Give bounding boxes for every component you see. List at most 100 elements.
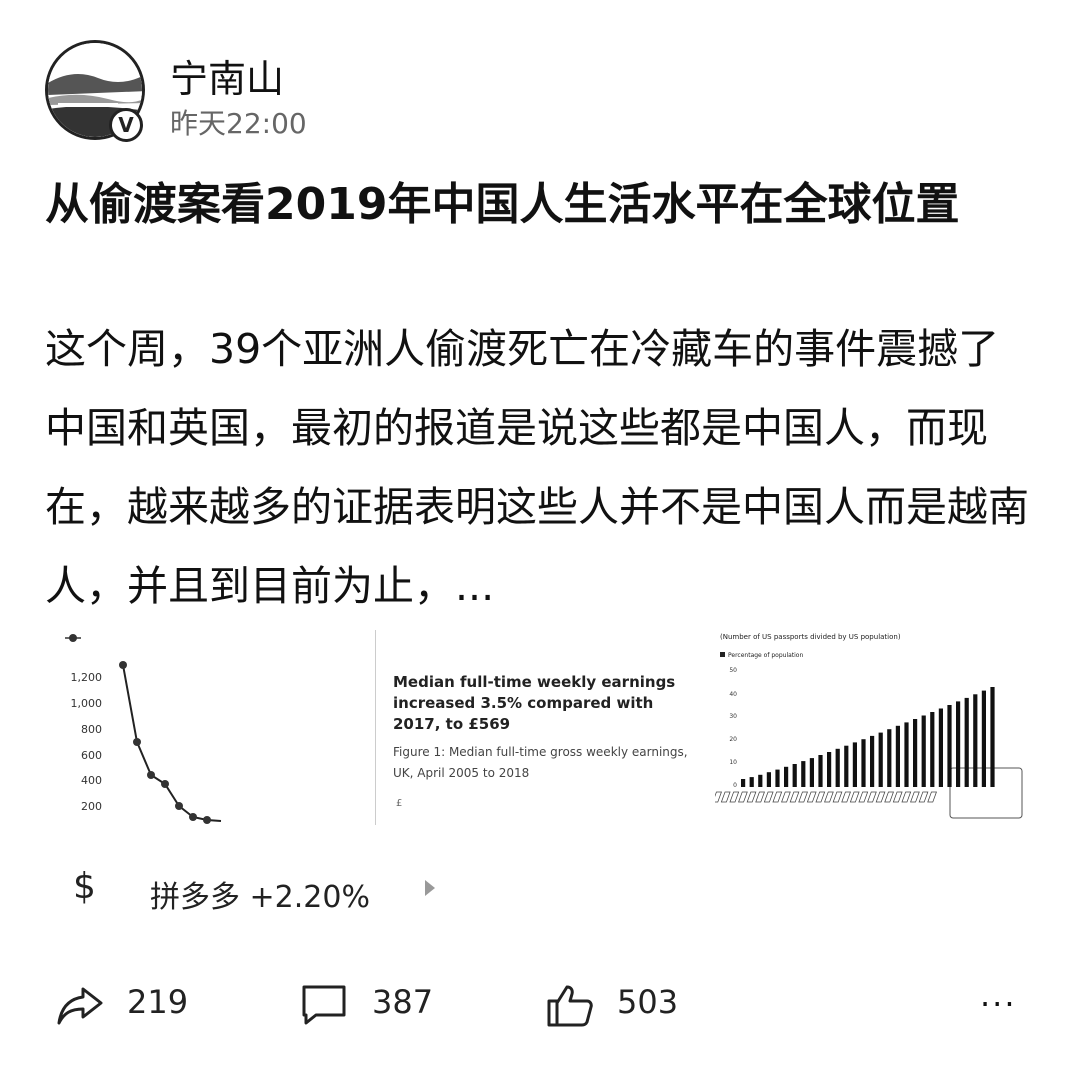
- author-name[interactable]: 宁南山: [170, 57, 285, 101]
- bar: [818, 755, 823, 787]
- bar: [784, 766, 789, 787]
- bar: [973, 694, 978, 787]
- image-heading-text: Median full-time weekly earnings increas…: [393, 673, 676, 733]
- bar: [801, 761, 806, 787]
- x-tick-mark: [781, 791, 791, 803]
- x-tick-mark: [789, 791, 800, 803]
- x-tick-mark: [772, 791, 783, 803]
- y-tick-label: 50: [729, 667, 737, 674]
- bar: [766, 772, 771, 787]
- action-bar: 219 387 503 ···: [45, 975, 1035, 1035]
- x-tick-mark: [824, 791, 834, 803]
- bar: [938, 708, 943, 787]
- post-header: V 宁南山 昨天22:00: [45, 40, 1035, 142]
- x-tick-mark: [884, 791, 894, 803]
- x-tick-mark: [927, 791, 937, 803]
- x-tick-mark: [832, 791, 843, 803]
- chevron-right-icon: [425, 880, 435, 896]
- bar: [990, 687, 995, 787]
- y-tick-label: 400: [81, 774, 102, 787]
- bar: [741, 779, 746, 787]
- x-tick-mark: [798, 791, 808, 803]
- bar: [809, 758, 814, 787]
- y-tick-label: 200: [81, 800, 102, 813]
- data-point: [161, 780, 169, 788]
- bar: [758, 774, 763, 787]
- data-point: [189, 813, 197, 821]
- data-point: [133, 738, 141, 746]
- image-thumbnail-2[interactable]: Median full-time weekly earnings increas…: [375, 630, 705, 825]
- bar: [775, 769, 780, 787]
- image-gallery: 1,200 1,000 800 600 400 200 Median full-…: [45, 630, 1035, 825]
- x-tick-mark: [910, 791, 920, 803]
- x-tick-mark: [918, 791, 929, 803]
- share-icon: [57, 987, 103, 1025]
- data-point: [203, 816, 211, 824]
- bar: [835, 748, 840, 787]
- x-tick-mark: [901, 791, 912, 803]
- bar: [878, 732, 883, 787]
- more-options-button[interactable]: ···: [980, 985, 1017, 1023]
- post-excerpt[interactable]: 这个周，39个亚洲人偷渡死亡在冷藏车的事件震撼了中国和英国，最初的报道是说这些都…: [45, 325, 1029, 610]
- bar: [827, 752, 832, 787]
- y-tick-label: 30: [729, 713, 737, 720]
- share-count: 219: [127, 983, 189, 1021]
- stock-label: 拼多多 +2.20%: [150, 880, 370, 915]
- y-tick-label: 10: [729, 759, 737, 766]
- bar: [930, 712, 935, 787]
- bar: [887, 729, 892, 787]
- legend-swatch: [720, 652, 725, 657]
- like-count: 503: [617, 983, 679, 1021]
- comment-icon: [302, 985, 346, 1025]
- bar: [981, 690, 986, 787]
- x-tick-mark: [763, 791, 774, 803]
- thumbs-up-icon: [547, 985, 593, 1027]
- bar: [921, 715, 926, 787]
- x-tick-mark: [738, 791, 748, 803]
- bar: [913, 719, 918, 787]
- x-tick-mark: [892, 791, 903, 803]
- x-tick-mark: [806, 791, 817, 803]
- bar: [904, 722, 909, 787]
- stock-tag[interactable]: $ 拼多多 +2.20%: [45, 860, 645, 920]
- bar: [947, 705, 952, 787]
- bar: [792, 764, 797, 787]
- post-time: 昨天22:00: [170, 107, 307, 140]
- image-footer-text: £: [396, 798, 403, 809]
- post-title[interactable]: 从偷渡案看2019年中国人生活水平在全球位置: [45, 179, 960, 230]
- y-tick-label: 800: [81, 723, 102, 736]
- avatar[interactable]: [45, 40, 145, 140]
- dollar-icon: $: [73, 866, 96, 907]
- data-point: [175, 802, 183, 810]
- bar: [964, 697, 969, 787]
- bar: [852, 742, 857, 787]
- y-tick-label: 1,200: [71, 671, 103, 684]
- x-tick-mark: [720, 791, 731, 803]
- legend-label: Percentage of population: [728, 652, 803, 659]
- x-tick-mark: [746, 791, 757, 803]
- comment-count: 387: [372, 983, 434, 1021]
- bar: [870, 735, 875, 787]
- bar: [895, 725, 900, 787]
- bar: [956, 701, 961, 787]
- image-thumbnail-3[interactable]: (Number of US passports divided by US po…: [715, 630, 1035, 825]
- image-subheading-text: Figure 1: Median full-time gross weekly …: [393, 745, 688, 780]
- x-tick-mark: [875, 791, 886, 803]
- x-tick-mark: [755, 791, 765, 803]
- x-tick-mark: [858, 791, 869, 803]
- image-thumbnail-1[interactable]: 1,200 1,000 800 600 400 200: [45, 630, 375, 825]
- y-tick-label: 600: [81, 749, 102, 762]
- data-point: [147, 771, 155, 779]
- x-tick-mark: [815, 791, 826, 803]
- bar: [749, 777, 754, 787]
- y-tick-label: 20: [729, 736, 737, 743]
- bar: [861, 739, 866, 787]
- chart-title: (Number of US passports divided by US po…: [720, 633, 901, 641]
- x-tick-mark: [729, 791, 740, 803]
- x-tick-mark: [715, 791, 722, 803]
- y-tick-label: 40: [729, 691, 737, 698]
- y-tick-label: 0: [733, 782, 737, 789]
- verified-badge-icon: V: [109, 108, 143, 142]
- x-tick-mark: [841, 791, 851, 803]
- x-tick-mark: [849, 791, 860, 803]
